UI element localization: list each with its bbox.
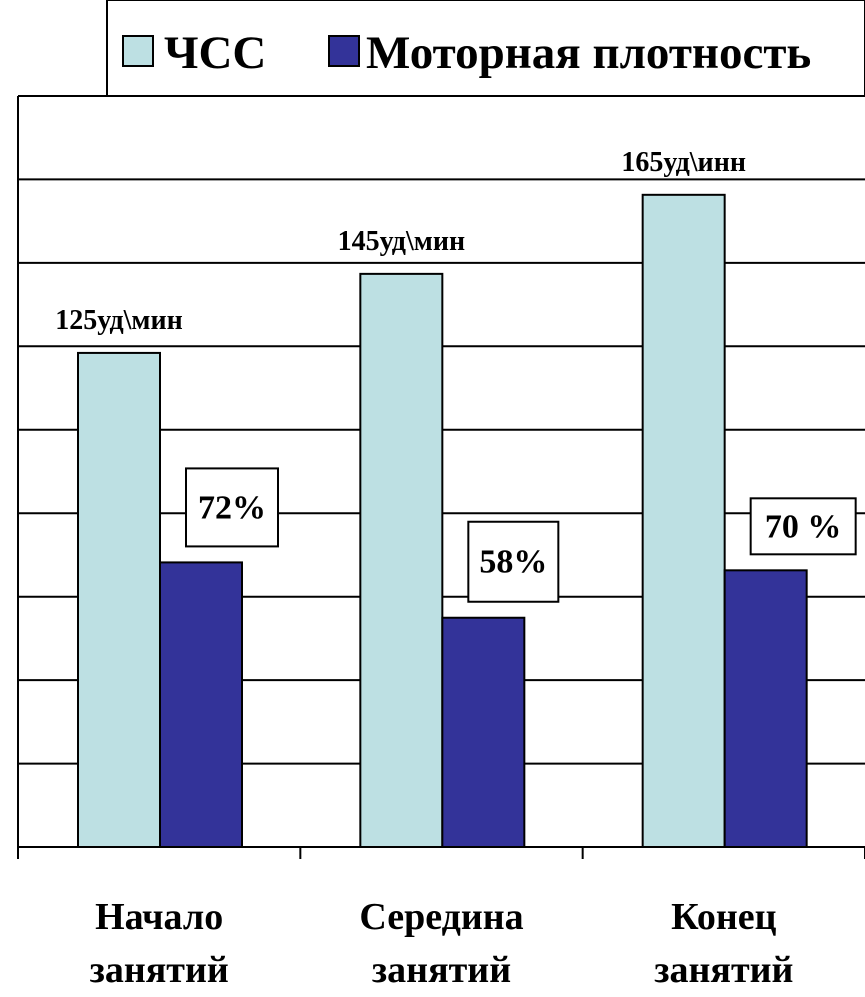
data-label-box-motor-density-3 xyxy=(749,497,857,556)
bar-chss-1 xyxy=(77,351,161,848)
data-labels: 125уд\мин 72% 145уд\мин 58% 165уд\инн 70 % xyxy=(55,147,857,603)
category-label-1-line-1: Начало xyxy=(95,896,223,938)
data-label-box-motor-density-2 xyxy=(467,520,560,603)
category-label-2-line-2: занятий xyxy=(372,949,511,991)
legend-box xyxy=(106,0,865,97)
data-label-motor-density-3: 70 % xyxy=(765,508,842,545)
category-label-1-line-2: занятий xyxy=(90,949,229,991)
legend: ЧСС Моторная плотность xyxy=(106,0,865,97)
bar-motor-density-2 xyxy=(441,616,526,848)
data-label-motor-density-1: 72% xyxy=(198,489,266,526)
x-axis: Начало занятий Середина занятий Конец занятий xyxy=(17,846,865,991)
plot-area xyxy=(17,95,865,848)
category-label-3-line-1: Конец xyxy=(671,896,776,938)
bar-chss-2 xyxy=(359,272,444,848)
category-label-2-line-1: Середина xyxy=(359,896,523,938)
bar-motor-density-3 xyxy=(723,569,808,848)
data-label-chss-1: 125уд\мин xyxy=(55,305,183,336)
category-label-3-line-2: занятий xyxy=(654,949,793,991)
legend-swatch-series-1 xyxy=(122,35,154,67)
data-label-chss-3: 165уд\инн xyxy=(621,147,746,178)
legend-swatch-series-2 xyxy=(328,35,360,67)
legend-label-series-2: Моторная плотность xyxy=(366,27,811,79)
bar-chss-3 xyxy=(641,193,726,848)
data-label-box-motor-density-1 xyxy=(185,467,279,548)
data-label-motor-density-2: 58% xyxy=(479,544,547,581)
bar-motor-density-1 xyxy=(159,561,243,848)
data-label-chss-2: 145уд\мин xyxy=(338,226,466,257)
legend-label-series-1: ЧСС xyxy=(164,27,266,79)
